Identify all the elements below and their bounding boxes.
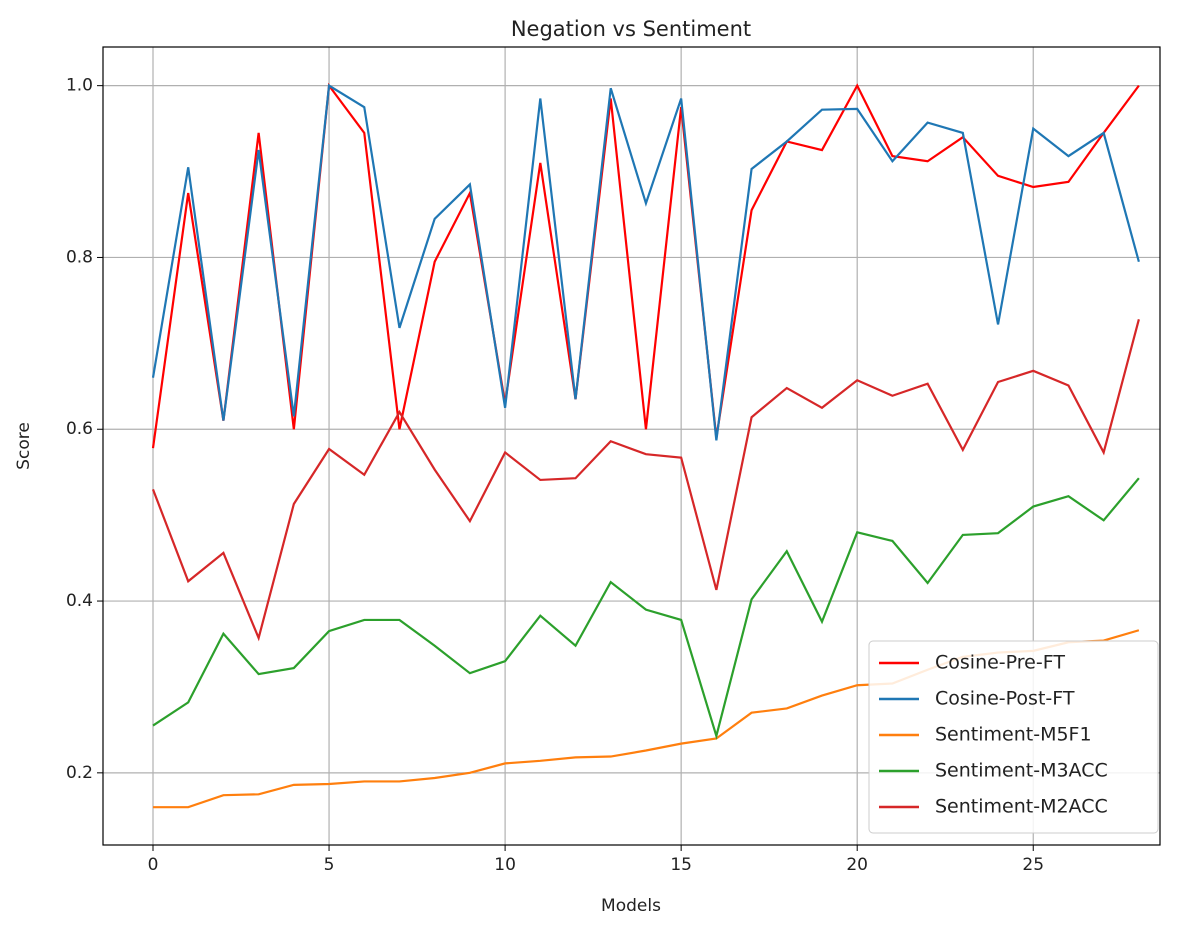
legend-label: Cosine-Pre-FT	[935, 652, 1065, 674]
legend-label: Sentiment-M3ACC	[935, 760, 1108, 782]
legend-label: Sentiment-M5F1	[935, 724, 1092, 746]
x-tick-label: 0	[148, 855, 159, 875]
plot-frame	[102, 46, 1161, 846]
line	[152, 477, 1140, 740]
x-tick-label: 25	[1022, 855, 1044, 875]
y-tick-label: 0.6	[66, 419, 93, 439]
legend-box	[868, 640, 1159, 834]
x-axis-label: Models	[601, 896, 661, 916]
line	[151, 319, 1140, 642]
y-axis-label: Score	[14, 422, 34, 470]
line	[151, 83, 1140, 441]
x-tick-label: 10	[494, 855, 516, 875]
x-tick-label: 5	[324, 855, 335, 875]
y-tick-label: 1.0	[66, 76, 93, 96]
legend-label: Cosine-Post-FT	[935, 688, 1075, 710]
chart-title: Negation vs Sentiment	[511, 17, 751, 41]
x-tick-label: 20	[846, 855, 868, 875]
y-tick-label: 0.4	[66, 591, 93, 611]
y-tick-label: 0.2	[66, 763, 93, 783]
x-tick-label: 15	[670, 855, 692, 875]
y-tick-label: 0.8	[66, 247, 93, 267]
legend-label: Sentiment-M2ACC	[935, 796, 1108, 818]
